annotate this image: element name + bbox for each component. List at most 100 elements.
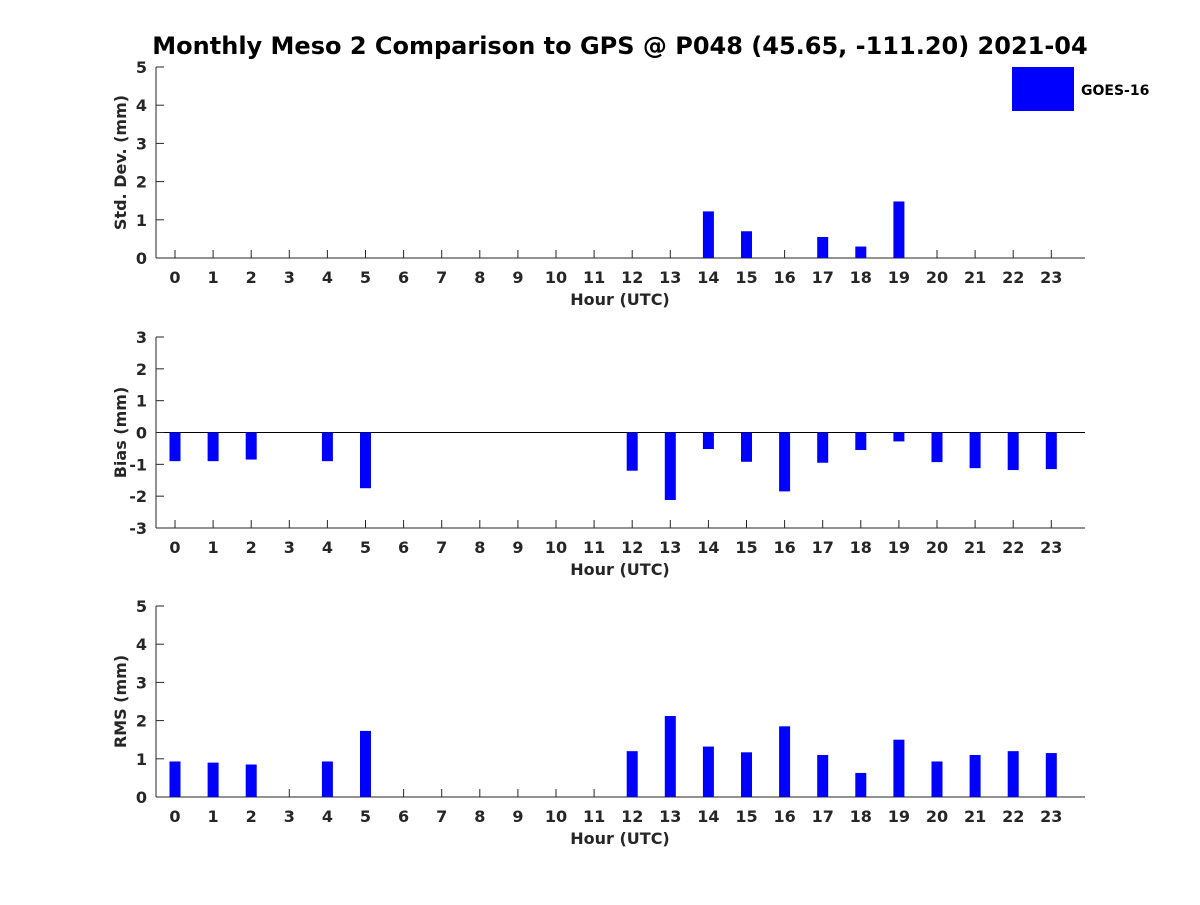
bar bbox=[245, 432, 257, 460]
x-tick-label: 20 bbox=[926, 268, 948, 287]
x-tick-label: 3 bbox=[284, 268, 295, 287]
bar bbox=[169, 761, 181, 797]
bar bbox=[702, 432, 714, 450]
x-tick-label: 22 bbox=[1002, 268, 1024, 287]
bar bbox=[893, 432, 905, 442]
x-tick-label: 0 bbox=[169, 807, 180, 826]
x-tick-label: 1 bbox=[208, 268, 219, 287]
bar bbox=[817, 236, 829, 258]
y-tick-label: -3 bbox=[129, 519, 147, 538]
x-tick-label: 18 bbox=[850, 268, 872, 287]
x-tick-label: 6 bbox=[398, 538, 409, 557]
x-tick-label: 19 bbox=[888, 807, 910, 826]
x-tick-label: 9 bbox=[512, 807, 523, 826]
y-tick-label: 0 bbox=[136, 788, 147, 807]
legend-label: GOES-16 bbox=[1081, 83, 1149, 99]
x-tick-label: 17 bbox=[812, 807, 834, 826]
x-tick-label: 9 bbox=[512, 268, 523, 287]
x-tick-label: 20 bbox=[926, 807, 948, 826]
x-tick-label: 5 bbox=[360, 268, 371, 287]
x-tick-label: 13 bbox=[659, 807, 681, 826]
y-tick-label: 4 bbox=[136, 635, 147, 654]
y-tick-label: 0 bbox=[136, 249, 147, 268]
x-axis-label: Hour (UTC) bbox=[570, 829, 670, 848]
y-axis-label: Bias (mm) bbox=[111, 387, 130, 479]
x-tick-label: 5 bbox=[360, 538, 371, 557]
x-tick-label: 14 bbox=[697, 807, 719, 826]
x-tick-label: 12 bbox=[621, 268, 643, 287]
x-tick-label: 12 bbox=[621, 807, 643, 826]
bar bbox=[855, 246, 867, 258]
y-tick-label: 4 bbox=[136, 96, 147, 115]
y-tick-label: 1 bbox=[136, 211, 147, 230]
chart-title: Monthly Meso 2 Comparison to GPS @ P048 … bbox=[152, 32, 1087, 60]
x-tick-label: 22 bbox=[1002, 807, 1024, 826]
x-axis-label: Hour (UTC) bbox=[570, 290, 670, 309]
bar bbox=[321, 761, 333, 797]
bar bbox=[1007, 751, 1019, 797]
bar bbox=[893, 739, 905, 797]
x-tick-label: 23 bbox=[1040, 268, 1062, 287]
x-tick-label: 0 bbox=[169, 268, 180, 287]
bar bbox=[931, 432, 943, 463]
y-tick-label: 3 bbox=[136, 134, 147, 153]
y-tick-label: 3 bbox=[136, 673, 147, 692]
x-tick-label: 10 bbox=[545, 807, 567, 826]
y-tick-label: 3 bbox=[136, 328, 147, 347]
x-tick-label: 1 bbox=[208, 538, 219, 557]
x-tick-label: 3 bbox=[284, 538, 295, 557]
x-tick-label: 0 bbox=[169, 538, 180, 557]
x-tick-label: 19 bbox=[888, 268, 910, 287]
x-tick-label: 9 bbox=[512, 538, 523, 557]
bar bbox=[1045, 753, 1057, 797]
x-tick-label: 10 bbox=[545, 268, 567, 287]
y-tick-label: 5 bbox=[136, 597, 147, 616]
y-tick-label: 2 bbox=[136, 360, 147, 379]
y-tick-label: 1 bbox=[136, 392, 147, 411]
bar bbox=[360, 432, 371, 489]
bar bbox=[207, 432, 219, 462]
x-tick-label: 17 bbox=[812, 268, 834, 287]
x-tick-label: 11 bbox=[583, 807, 605, 826]
bar bbox=[1045, 432, 1057, 470]
x-tick-label: 16 bbox=[773, 538, 795, 557]
x-tick-label: 14 bbox=[697, 268, 719, 287]
bar bbox=[817, 754, 829, 797]
bar bbox=[893, 201, 905, 258]
x-tick-label: 21 bbox=[964, 538, 986, 557]
y-tick-label: 2 bbox=[136, 173, 147, 192]
bar bbox=[741, 231, 752, 258]
bar bbox=[931, 761, 943, 797]
x-tick-label: 7 bbox=[436, 807, 447, 826]
bar bbox=[969, 432, 981, 469]
bar bbox=[855, 432, 867, 451]
x-tick-label: 6 bbox=[398, 268, 409, 287]
legend: GOES-16 bbox=[1012, 67, 1149, 111]
bar bbox=[702, 211, 714, 258]
x-tick-label: 18 bbox=[850, 538, 872, 557]
bar bbox=[855, 772, 867, 797]
bar bbox=[664, 432, 676, 500]
bar bbox=[664, 716, 676, 797]
bar bbox=[626, 432, 638, 471]
x-tick-label: 21 bbox=[964, 807, 986, 826]
y-tick-label: 1 bbox=[136, 750, 147, 769]
bar bbox=[817, 432, 829, 463]
x-tick-label: 23 bbox=[1040, 538, 1062, 557]
x-tick-label: 1 bbox=[208, 807, 219, 826]
y-tick-label: 2 bbox=[136, 712, 147, 731]
x-tick-label: 2 bbox=[246, 538, 257, 557]
x-tick-label: 7 bbox=[436, 538, 447, 557]
bar bbox=[779, 432, 791, 492]
x-tick-label: 15 bbox=[735, 268, 757, 287]
bar bbox=[245, 764, 257, 797]
x-tick-label: 15 bbox=[735, 807, 757, 826]
y-tick-label: -1 bbox=[129, 455, 147, 474]
bar bbox=[169, 432, 181, 462]
x-tick-label: 5 bbox=[360, 807, 371, 826]
bar bbox=[702, 746, 714, 797]
y-axis-label: Std. Dev. (mm) bbox=[111, 95, 130, 230]
y-tick-label: 5 bbox=[136, 58, 147, 77]
x-tick-label: 4 bbox=[322, 538, 333, 557]
